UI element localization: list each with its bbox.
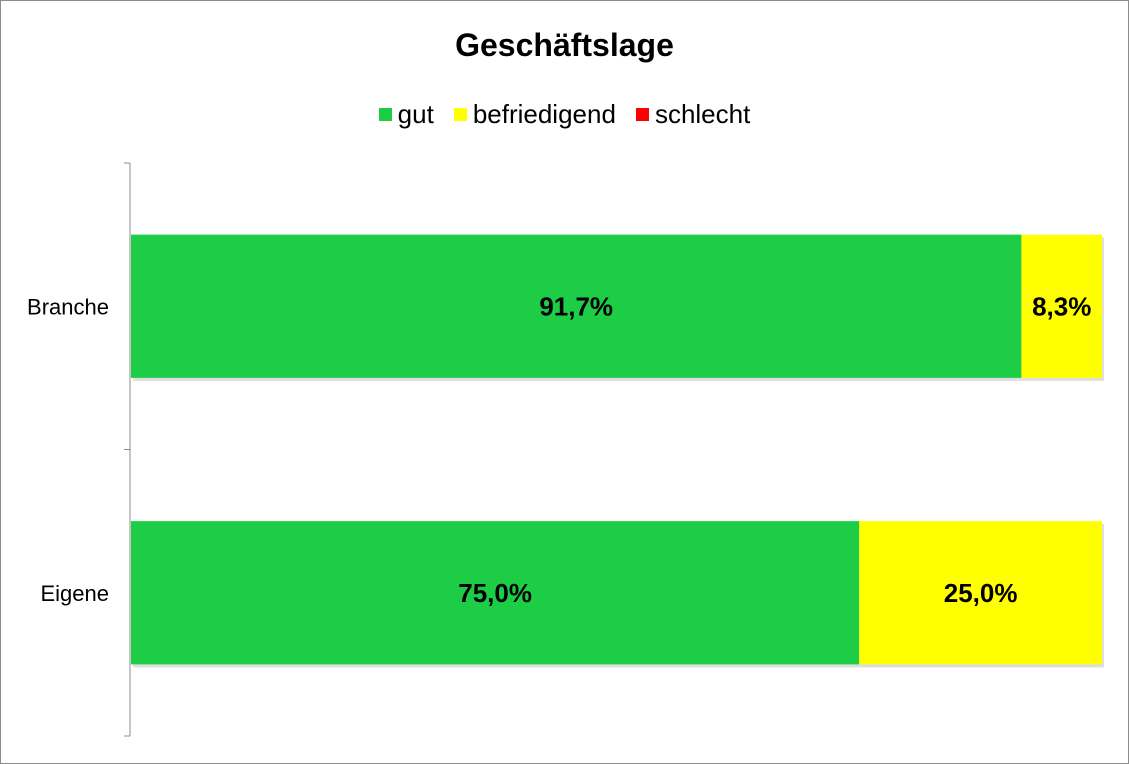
legend-entry-gut: gut xyxy=(378,99,434,130)
legend-swatch-gut xyxy=(378,108,392,121)
bar-gut-eigene xyxy=(131,521,860,665)
category-label-eigene: Eigene xyxy=(40,581,109,606)
chart-title: Geschäftslage xyxy=(455,27,674,63)
data-label-gut-branche: 91,7% xyxy=(539,291,613,321)
category-label-branche: Branche xyxy=(27,294,109,319)
legend-label-befriedigend: befriedigend xyxy=(472,99,616,129)
legend-swatch-befriedigend xyxy=(453,108,467,121)
data-label-befriedigend-branche: 8,3% xyxy=(1032,291,1091,321)
data-label-gut-eigene: 75,0% xyxy=(458,578,532,608)
bar-gut-branche xyxy=(131,234,1022,378)
bar-befriedigend-eigene xyxy=(859,521,1102,665)
legend-entry-befriedigend: befriedigend xyxy=(453,99,616,130)
legend-swatch-schlecht xyxy=(635,108,649,121)
legend: gut befriedigend schlecht xyxy=(1,99,1128,130)
legend-label-gut: gut xyxy=(397,99,434,129)
legend-entry-schlecht: schlecht xyxy=(635,99,751,130)
legend-label-schlecht: schlecht xyxy=(654,99,751,129)
data-label-befriedigend-eigene: 25,0% xyxy=(944,578,1018,608)
bar-befriedigend-branche xyxy=(1021,234,1102,378)
